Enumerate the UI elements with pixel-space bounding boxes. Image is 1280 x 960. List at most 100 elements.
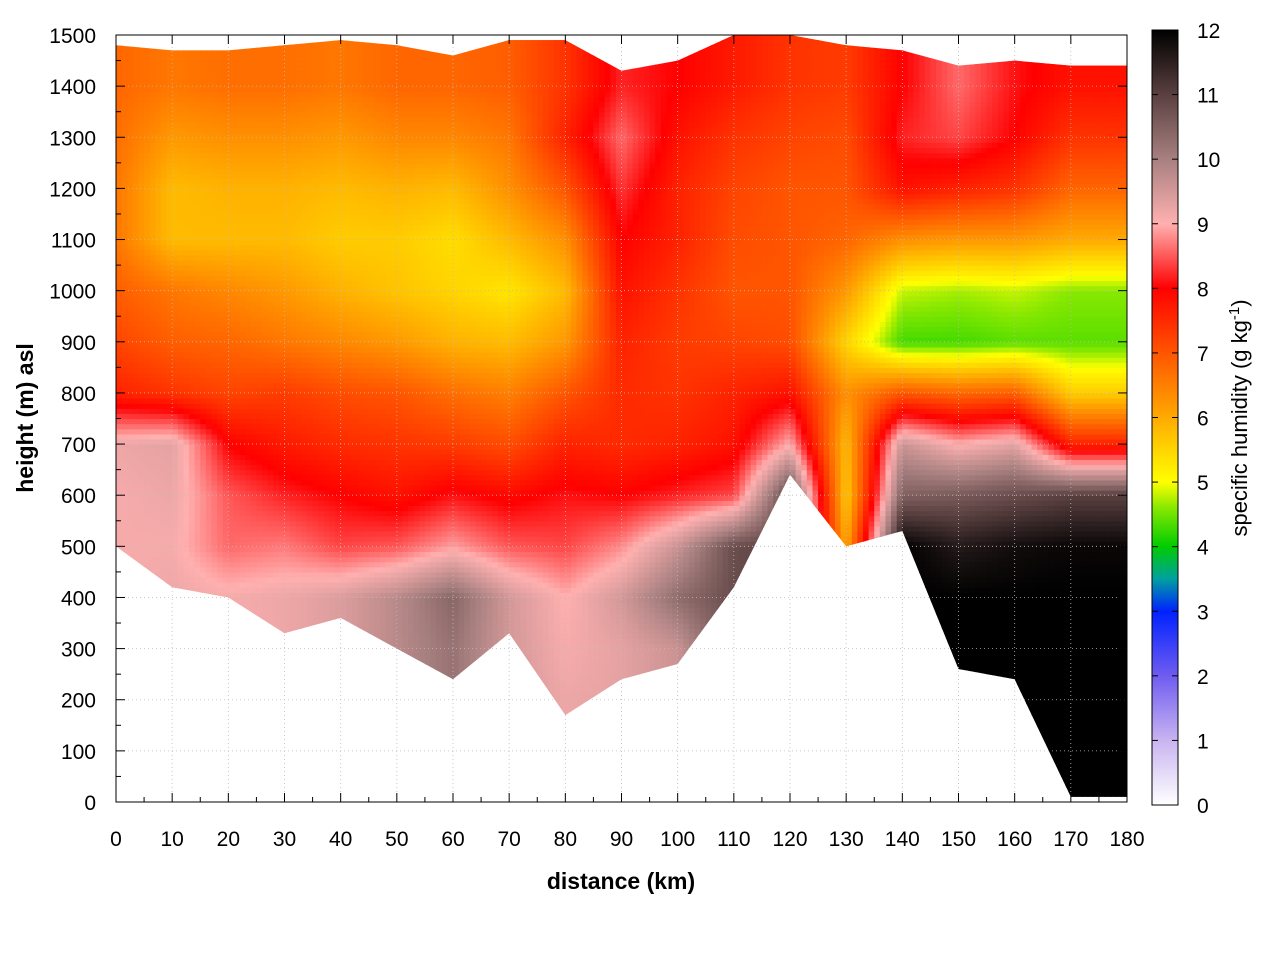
heatmap-cell: [1104, 761, 1111, 767]
heatmap-cell: [570, 684, 578, 691]
heatmap-cell: [1098, 786, 1106, 793]
heatmap-cell: [582, 658, 589, 665]
heatmap-cell: [1031, 704, 1038, 711]
heatmap-cell: [655, 658, 662, 665]
heatmap-cell: [1053, 740, 1061, 747]
heatmap-cell: [464, 663, 471, 670]
heatmap-cell: [453, 663, 460, 670]
heatmap-cell: [1110, 755, 1117, 762]
heatmap-cell: [1104, 740, 1111, 747]
heatmap-cell: [570, 663, 578, 670]
heatmap-cell: [1048, 725, 1055, 732]
heatmap-cell: [1093, 786, 1100, 793]
heatmap-cell: [1048, 709, 1055, 716]
heatmap-cell: [1070, 750, 1078, 757]
heatmap-cell: [1104, 745, 1111, 752]
heatmap-cell: [554, 663, 561, 670]
heatmap-cell: [1104, 715, 1111, 721]
heatmap-cell: [1059, 755, 1066, 762]
heatmap-cell: [469, 648, 477, 655]
heatmap-cell: [1070, 766, 1078, 772]
heatmap-cell: [1042, 735, 1049, 742]
heatmap-cell: [469, 653, 477, 660]
heatmap-cell: [1098, 776, 1106, 783]
heatmap-cell: [1115, 781, 1122, 788]
heatmap-cell: [565, 658, 572, 665]
heatmap-cell: [587, 694, 595, 701]
heatmap-cell: [1098, 781, 1106, 788]
heatmap-cell: [672, 648, 679, 655]
heatmap-cell: [1025, 699, 1033, 706]
heatmap-cell: [1121, 715, 1127, 721]
heatmap-cell: [1048, 745, 1055, 752]
heatmap-cell: [570, 689, 578, 696]
heatmap-cell: [570, 699, 578, 706]
heatmap-cell: [1059, 709, 1066, 716]
heatmap-cell: [548, 679, 555, 685]
heatmap-cell: [402, 648, 409, 655]
heatmap-cell: [1048, 735, 1055, 742]
heatmap-cell: [1031, 715, 1038, 721]
heatmap-cell: [1104, 766, 1111, 772]
heatmap-cell: [1065, 766, 1072, 772]
heatmap-cell: [1042, 699, 1049, 706]
heatmap-cell: [554, 684, 561, 691]
heatmap-cell: [1115, 766, 1122, 772]
heatmap-cell: [604, 653, 611, 660]
heatmap-cell: [1076, 709, 1083, 716]
heatmap-cell: [1093, 725, 1100, 732]
heatmap-cell: [447, 653, 454, 660]
heatmap-cell: [1037, 709, 1044, 716]
heatmap-cell: [1076, 740, 1083, 747]
heatmap-cell: [1115, 771, 1122, 778]
heatmap-cell: [610, 658, 617, 665]
heatmap-cell: [1065, 776, 1072, 783]
heatmap-cell: [1098, 720, 1106, 726]
heatmap-cell: [548, 674, 555, 680]
heatmap-cell: [615, 648, 623, 655]
heatmap-cell: [1087, 725, 1094, 732]
heatmap-cell: [1065, 715, 1072, 721]
heatmap-cell: [1076, 771, 1083, 778]
heatmap-cell: [587, 679, 595, 685]
heatmap-cell: [587, 669, 595, 675]
heatmap-cell: [531, 648, 538, 655]
heatmap-cell: [565, 689, 572, 696]
heatmap-cell: [655, 663, 662, 670]
heatmap-cell: [526, 658, 533, 665]
heatmap-cell: [565, 699, 572, 706]
heatmap-cell: [1087, 776, 1094, 783]
heatmap-cell: [1065, 735, 1072, 742]
heatmap-cell: [565, 674, 572, 680]
heatmap-cell: [1053, 730, 1061, 737]
heatmap-cell: [638, 663, 645, 670]
heatmap-cell: [610, 669, 617, 675]
heatmap-cell: [424, 648, 432, 655]
heatmap-cell: [1115, 791, 1122, 797]
heatmap-cell: [1110, 786, 1117, 793]
heatmap-cell: [1065, 761, 1072, 767]
heatmap-cell: [627, 658, 634, 665]
heatmap-cell: [1042, 725, 1049, 732]
heatmap-cell: [604, 663, 611, 670]
heatmap-cell: [576, 679, 583, 685]
heatmap-cell: [638, 648, 645, 655]
heatmap-cell: [1104, 750, 1111, 757]
heatmap-cell: [1082, 771, 1089, 778]
heatmap-cell: [447, 663, 454, 670]
heatmap-cell: [1082, 735, 1089, 742]
heatmap-cell: [1037, 704, 1044, 711]
heatmap-cell: [1070, 791, 1078, 797]
heatmap-cell: [1059, 730, 1066, 737]
heatmap-cell: [1082, 730, 1089, 737]
heatmap-cell: [1059, 735, 1066, 742]
heatmap-cell: [576, 689, 583, 696]
heatmap-cell: [1082, 699, 1089, 706]
heatmap-cell: [1093, 735, 1100, 742]
heatmap-cell: [1087, 704, 1094, 711]
heatmap-cell: [1121, 720, 1127, 726]
heatmap-cell: [1070, 725, 1078, 732]
heatmap-cell: [599, 684, 606, 691]
heatmap-cell: [672, 653, 679, 660]
heatmap-cell: [1115, 776, 1122, 783]
